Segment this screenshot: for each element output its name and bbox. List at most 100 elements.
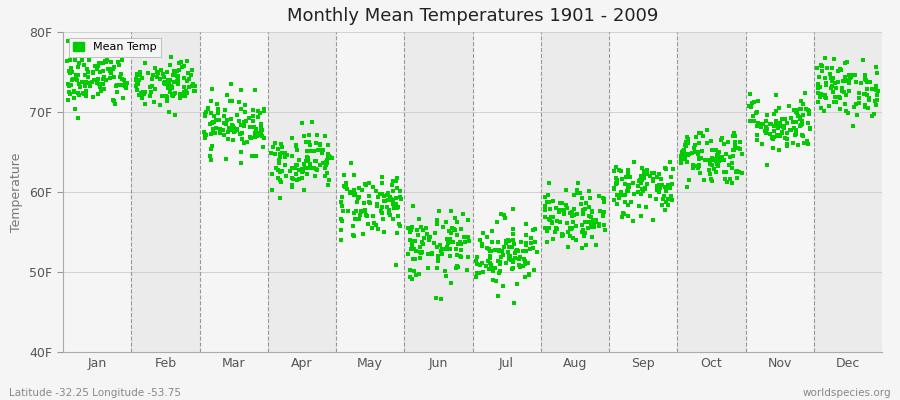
Point xyxy=(180,78,194,84)
Point xyxy=(310,132,324,138)
Point xyxy=(346,192,361,198)
Point xyxy=(67,94,81,101)
Point xyxy=(454,239,468,245)
Point xyxy=(724,180,739,186)
Point xyxy=(828,94,842,100)
Point xyxy=(705,156,719,162)
Point xyxy=(505,244,519,250)
Point xyxy=(409,248,423,254)
Point xyxy=(88,63,103,70)
Point xyxy=(295,175,310,182)
Point xyxy=(392,221,406,227)
Point xyxy=(652,189,666,195)
Point xyxy=(784,115,798,121)
Point xyxy=(726,147,741,153)
Point xyxy=(272,160,286,167)
Point xyxy=(576,206,590,213)
Point xyxy=(78,90,93,96)
Point xyxy=(579,242,593,248)
Point xyxy=(61,97,76,104)
Point xyxy=(234,106,248,112)
Point xyxy=(153,76,167,82)
Point xyxy=(428,295,443,301)
Point xyxy=(715,134,729,141)
Point xyxy=(202,120,217,127)
Point xyxy=(362,180,376,186)
Point xyxy=(543,206,557,212)
Point xyxy=(96,86,111,93)
Point xyxy=(506,231,520,237)
Point xyxy=(333,237,347,243)
Point xyxy=(620,188,634,194)
Point xyxy=(292,176,306,183)
Point xyxy=(158,80,172,87)
Point xyxy=(493,261,508,267)
Point xyxy=(391,205,405,211)
Point xyxy=(187,83,202,89)
Point xyxy=(130,78,145,84)
Point xyxy=(710,161,724,167)
Point xyxy=(596,212,610,219)
Point xyxy=(86,69,100,76)
Point xyxy=(89,80,104,87)
Point xyxy=(790,110,805,116)
Point xyxy=(451,241,465,247)
Point xyxy=(204,157,219,163)
Point xyxy=(254,121,268,127)
Point xyxy=(607,186,621,192)
Point xyxy=(94,88,108,94)
Point xyxy=(724,160,739,166)
Point xyxy=(386,198,400,204)
Point xyxy=(817,94,832,100)
Point xyxy=(787,125,801,131)
Point xyxy=(405,276,419,282)
Point xyxy=(171,60,185,66)
Point xyxy=(403,236,418,243)
Point xyxy=(300,155,314,162)
Point xyxy=(224,122,238,128)
Point xyxy=(624,199,638,205)
Point xyxy=(273,154,287,160)
Point xyxy=(185,67,200,74)
Bar xyxy=(336,32,404,352)
Point xyxy=(364,224,379,231)
Point xyxy=(483,262,498,268)
Point xyxy=(585,208,599,215)
Point xyxy=(203,152,218,159)
Point xyxy=(454,247,468,254)
Point xyxy=(358,208,373,214)
Point xyxy=(769,92,783,99)
Point xyxy=(450,263,464,270)
Bar xyxy=(541,32,609,352)
Point xyxy=(621,186,635,192)
Point xyxy=(633,177,647,184)
Point xyxy=(382,212,397,218)
Point xyxy=(508,250,523,256)
Point xyxy=(435,246,449,252)
Point xyxy=(370,203,384,209)
Point xyxy=(310,146,325,153)
Point xyxy=(505,244,519,250)
Point xyxy=(640,180,654,187)
Point xyxy=(82,80,96,86)
Point xyxy=(679,139,693,146)
Point xyxy=(500,236,515,243)
Point xyxy=(708,147,723,153)
Point xyxy=(177,89,192,95)
Point xyxy=(383,193,398,200)
Point xyxy=(432,208,446,215)
Point xyxy=(233,130,248,137)
Point xyxy=(374,208,389,214)
Point xyxy=(615,214,629,220)
Point xyxy=(377,192,392,199)
Point xyxy=(154,67,168,73)
Point xyxy=(79,79,94,86)
Point xyxy=(812,74,826,80)
Point xyxy=(217,120,231,126)
Point xyxy=(782,102,796,109)
Point xyxy=(516,247,530,254)
Point xyxy=(692,162,706,168)
Point xyxy=(541,225,555,231)
Point xyxy=(767,128,781,134)
Point xyxy=(106,74,121,80)
